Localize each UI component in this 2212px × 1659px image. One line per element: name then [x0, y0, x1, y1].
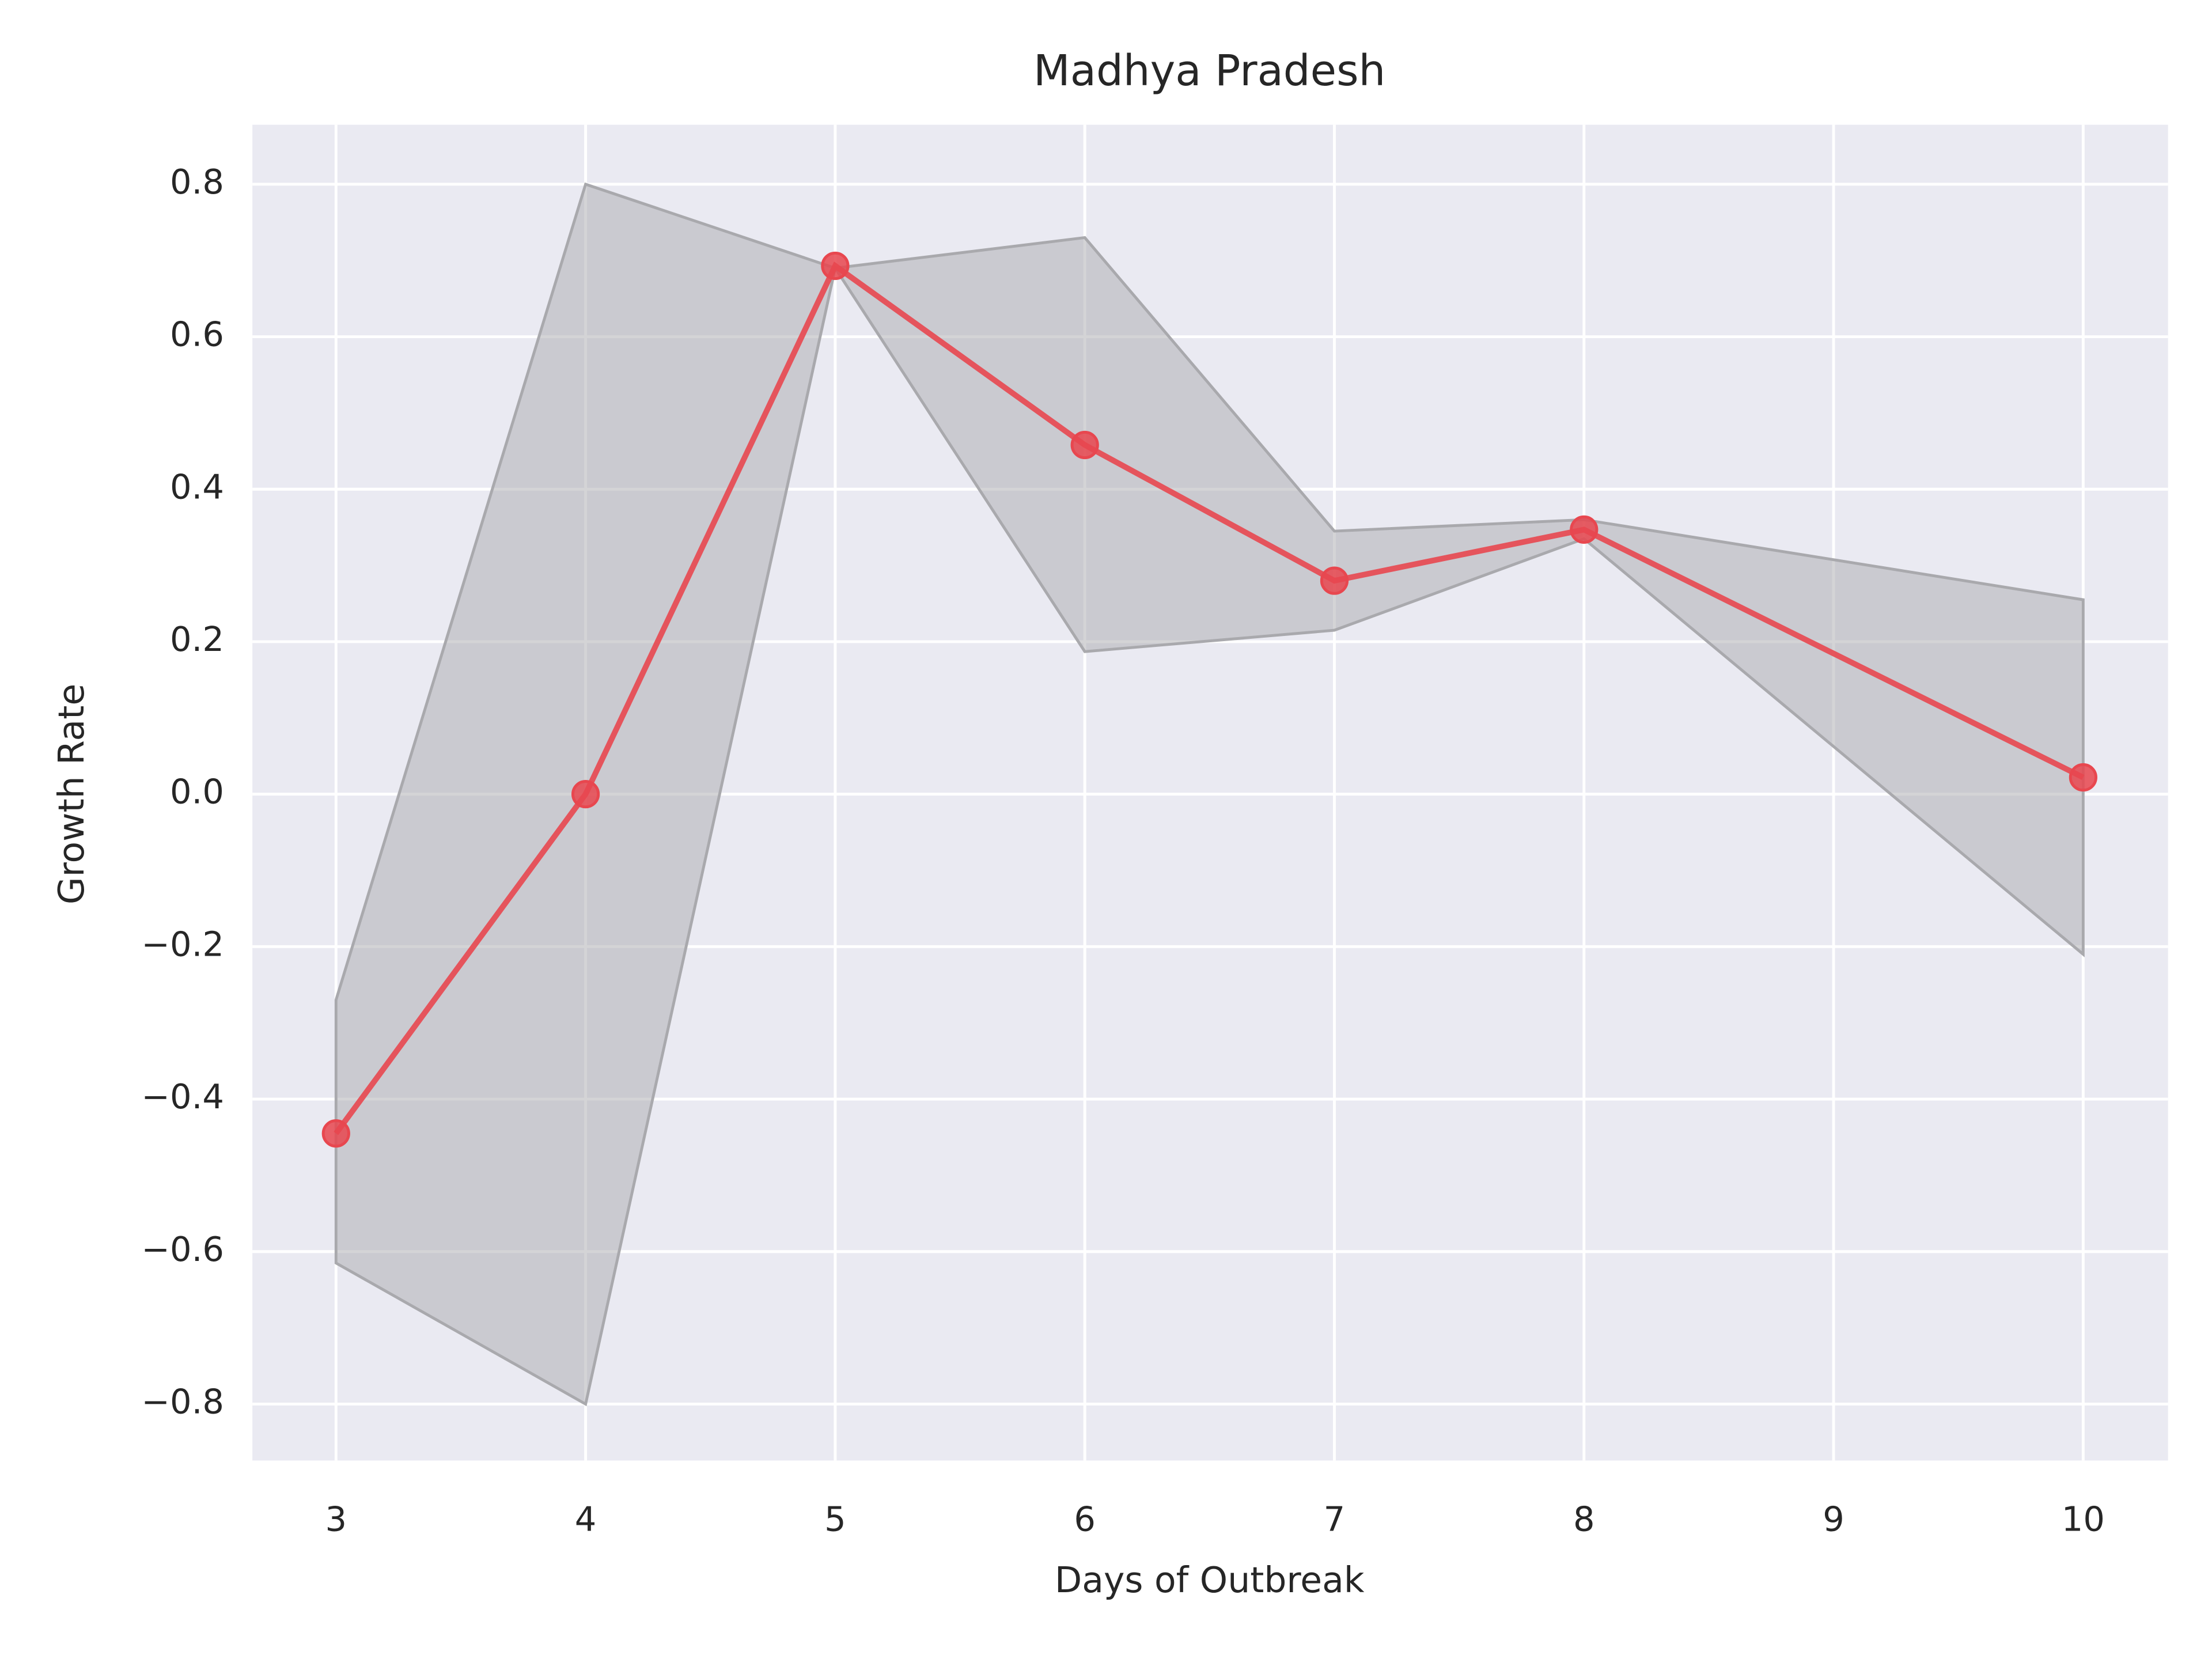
x-tick-label: 7 [1324, 1499, 1346, 1539]
y-tick-label: −0.2 [142, 924, 224, 964]
point [1320, 566, 1349, 595]
point [1070, 430, 1099, 460]
x-tick-label: 6 [1074, 1499, 1096, 1539]
x-tick-label: 8 [1573, 1499, 1595, 1539]
y-tick-label: 0.2 [170, 619, 224, 659]
y-tick-label: −0.6 [142, 1229, 224, 1269]
x-tick-label: 10 [2062, 1499, 2105, 1539]
y-tick-label: 0.8 [170, 162, 224, 202]
point [821, 251, 850, 281]
point [2069, 763, 2097, 792]
y-tick-label: 0.6 [170, 315, 224, 354]
y-tick-label: 0.4 [170, 467, 224, 506]
chart-title: Madhya Pradesh [1033, 46, 1385, 96]
x-tick-label: 3 [325, 1499, 347, 1539]
x-axis-label: Days of Outbreak [1055, 1559, 1365, 1601]
x-tick-label: 9 [1823, 1499, 1844, 1539]
y-tick-label: −0.8 [142, 1382, 224, 1422]
x-tick-label: 5 [824, 1499, 846, 1539]
point [321, 1119, 350, 1148]
marks [321, 182, 2097, 1407]
confidence-band [334, 182, 2085, 1407]
x-tick-label: 4 [575, 1499, 597, 1539]
y-axis-label: Growth Rate [51, 684, 92, 904]
y-tick-label: 0.0 [170, 772, 224, 812]
y-tick-label: −0.4 [142, 1077, 224, 1116]
point [1570, 515, 1599, 544]
point [571, 780, 600, 809]
